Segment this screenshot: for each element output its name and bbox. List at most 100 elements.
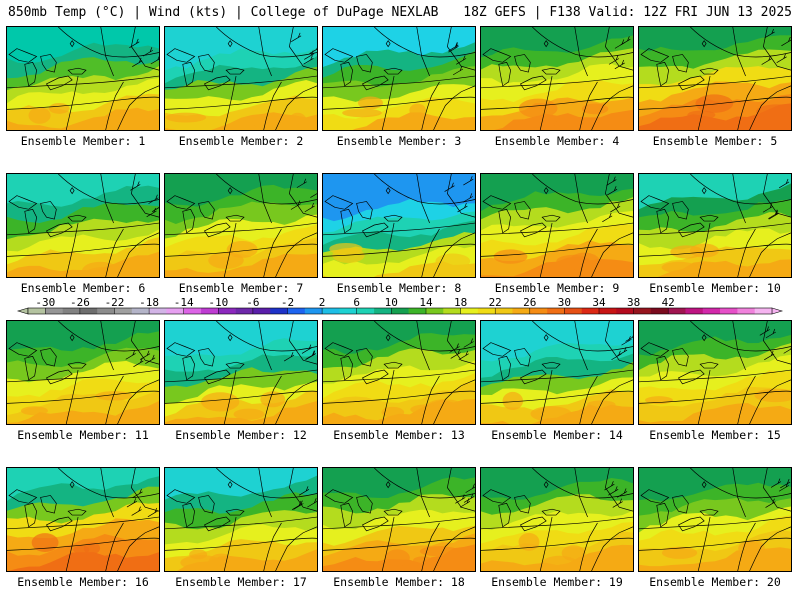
- colorbar-tick-label: 22: [489, 296, 502, 309]
- colorbar-swatch: [374, 308, 392, 314]
- colorbar-swatch: [287, 308, 306, 314]
- ensemble-member-label: Ensemble Member: 14: [491, 428, 623, 442]
- colorbar-tick-label: 34: [592, 296, 606, 309]
- colorbar-swatch: [460, 308, 479, 314]
- temperature-field-map: [639, 468, 791, 571]
- ensemble-map-panel: [6, 320, 160, 425]
- ensemble-member-label: Ensemble Member: 12: [175, 428, 307, 442]
- ensemble-map-panel: [164, 320, 318, 425]
- ensemble-member-label: Ensemble Member: 13: [333, 428, 465, 442]
- colorbar-swatch: [131, 308, 150, 314]
- colorbar-swatch: [702, 308, 721, 314]
- colorbar-tick-label: -10: [208, 296, 228, 309]
- colorbar-tick-label: 30: [558, 296, 571, 309]
- colorbar-tick-label: 38: [627, 296, 640, 309]
- ensemble-member-label: Ensemble Member: 3: [336, 134, 462, 148]
- colorbar-swatch: [322, 308, 340, 314]
- header-left-title: 850mb Temp (°C) | Wind (kts) | College o…: [8, 5, 439, 20]
- temperature-field-map: [7, 174, 159, 277]
- colorbar-swatch: [408, 308, 427, 314]
- ensemble-map-panel: [322, 467, 476, 572]
- colorbar-swatch: [79, 308, 98, 314]
- colorbar-swatch: [339, 308, 358, 314]
- colorbar-swatch: [235, 308, 254, 314]
- colorbar-tick-label: 14: [419, 296, 433, 309]
- colorbar-swatch: [201, 308, 219, 314]
- colorbar-swatch: [391, 308, 409, 314]
- temperature-field-map: [639, 27, 791, 130]
- temperature-field-map: [481, 321, 633, 424]
- colorbar-tick-label: -30: [35, 296, 55, 309]
- ensemble-map-panel: [322, 173, 476, 278]
- ensemble-map-panel: [638, 26, 792, 131]
- colorbar-swatch: [252, 308, 271, 314]
- colorbar-tick-label: 42: [662, 296, 675, 309]
- ensemble-member-label: Ensemble Member: 6: [20, 281, 146, 295]
- ensemble-map-panel: [480, 173, 634, 278]
- colorbar-swatch: [668, 308, 686, 314]
- colorbar-swatch: [218, 308, 236, 314]
- ensemble-map-panel: [164, 26, 318, 131]
- colorbar-swatch: [547, 308, 565, 314]
- colorbar-swatch: [149, 308, 167, 314]
- colorbar-swatch: [356, 308, 375, 314]
- colorbar-swatch: [425, 308, 444, 314]
- colorbar-tick-label: -18: [139, 296, 159, 309]
- colorbar-swatch: [477, 308, 496, 314]
- colorbar-swatch: [304, 308, 323, 314]
- temperature-field-map: [7, 468, 159, 571]
- colorbar-tick-label: 6: [353, 296, 360, 309]
- ensemble-map-panel: [638, 173, 792, 278]
- colorbar-tick-label: 18: [454, 296, 467, 309]
- ensemble-member-label: Ensemble Member: 7: [178, 281, 304, 295]
- colorbar-swatch: [114, 308, 133, 314]
- temperature-field-map: [323, 321, 475, 424]
- ensemble-member-label: Ensemble Member: 15: [649, 428, 781, 442]
- colorbar-tick-label: -2: [281, 296, 294, 309]
- ensemble-map-panel: [6, 26, 160, 131]
- colorbar-tick-label: -22: [105, 296, 125, 309]
- ensemble-map-panel: [164, 173, 318, 278]
- ensemble-map-panel: [638, 467, 792, 572]
- temperature-field-map: [165, 174, 317, 277]
- temperature-field-map: [481, 468, 633, 571]
- colorbar-swatch: [512, 308, 531, 314]
- ensemble-member-label: Ensemble Member: 18: [333, 575, 465, 589]
- ensemble-member-label: Ensemble Member: 1: [20, 134, 146, 148]
- colorbar-tick-label: -26: [70, 296, 90, 309]
- ensemble-member-label: Ensemble Member: 17: [175, 575, 307, 589]
- ensemble-map-panel: [480, 467, 634, 572]
- temperature-field-map: [639, 321, 791, 424]
- colorbar-swatch: [720, 308, 738, 314]
- ensemble-member-label: Ensemble Member: 4: [494, 134, 620, 148]
- colorbar-swatch: [650, 308, 669, 314]
- ensemble-member-label: Ensemble Member: 20: [649, 575, 781, 589]
- temperature-field-map: [165, 27, 317, 130]
- ensemble-map-panel: [480, 320, 634, 425]
- ensemble-member-label: Ensemble Member: 5: [652, 134, 778, 148]
- ensemble-member-label: Ensemble Member: 19: [491, 575, 623, 589]
- colorbar-tick-label: -6: [246, 296, 259, 309]
- colorbar-swatch: [581, 308, 600, 314]
- temperature-field-map: [323, 468, 475, 571]
- ensemble-map-panel: [6, 467, 160, 572]
- temperature-field-map: [481, 27, 633, 130]
- temperature-field-map: [323, 27, 475, 130]
- colorbar-swatch: [598, 308, 617, 314]
- colorbar-swatch: [564, 308, 582, 314]
- colorbar-swatch: [685, 308, 704, 314]
- colorbar-swatch: [633, 308, 652, 314]
- temperature-field-map: [165, 321, 317, 424]
- ensemble-map-panel: [322, 26, 476, 131]
- temperature-field-map: [7, 321, 159, 424]
- colorbar-swatch: [495, 308, 513, 314]
- colorbar-swatch: [529, 308, 548, 314]
- temperature-field-map: [7, 27, 159, 130]
- colorbar-swatch: [166, 308, 185, 314]
- temperature-field-map: [323, 174, 475, 277]
- temperature-field-map: [639, 174, 791, 277]
- ensemble-member-label: Ensemble Member: 9: [494, 281, 620, 295]
- ensemble-map-panel: [6, 173, 160, 278]
- colorbar-swatch: [28, 308, 46, 314]
- ensemble-map-panel: [322, 320, 476, 425]
